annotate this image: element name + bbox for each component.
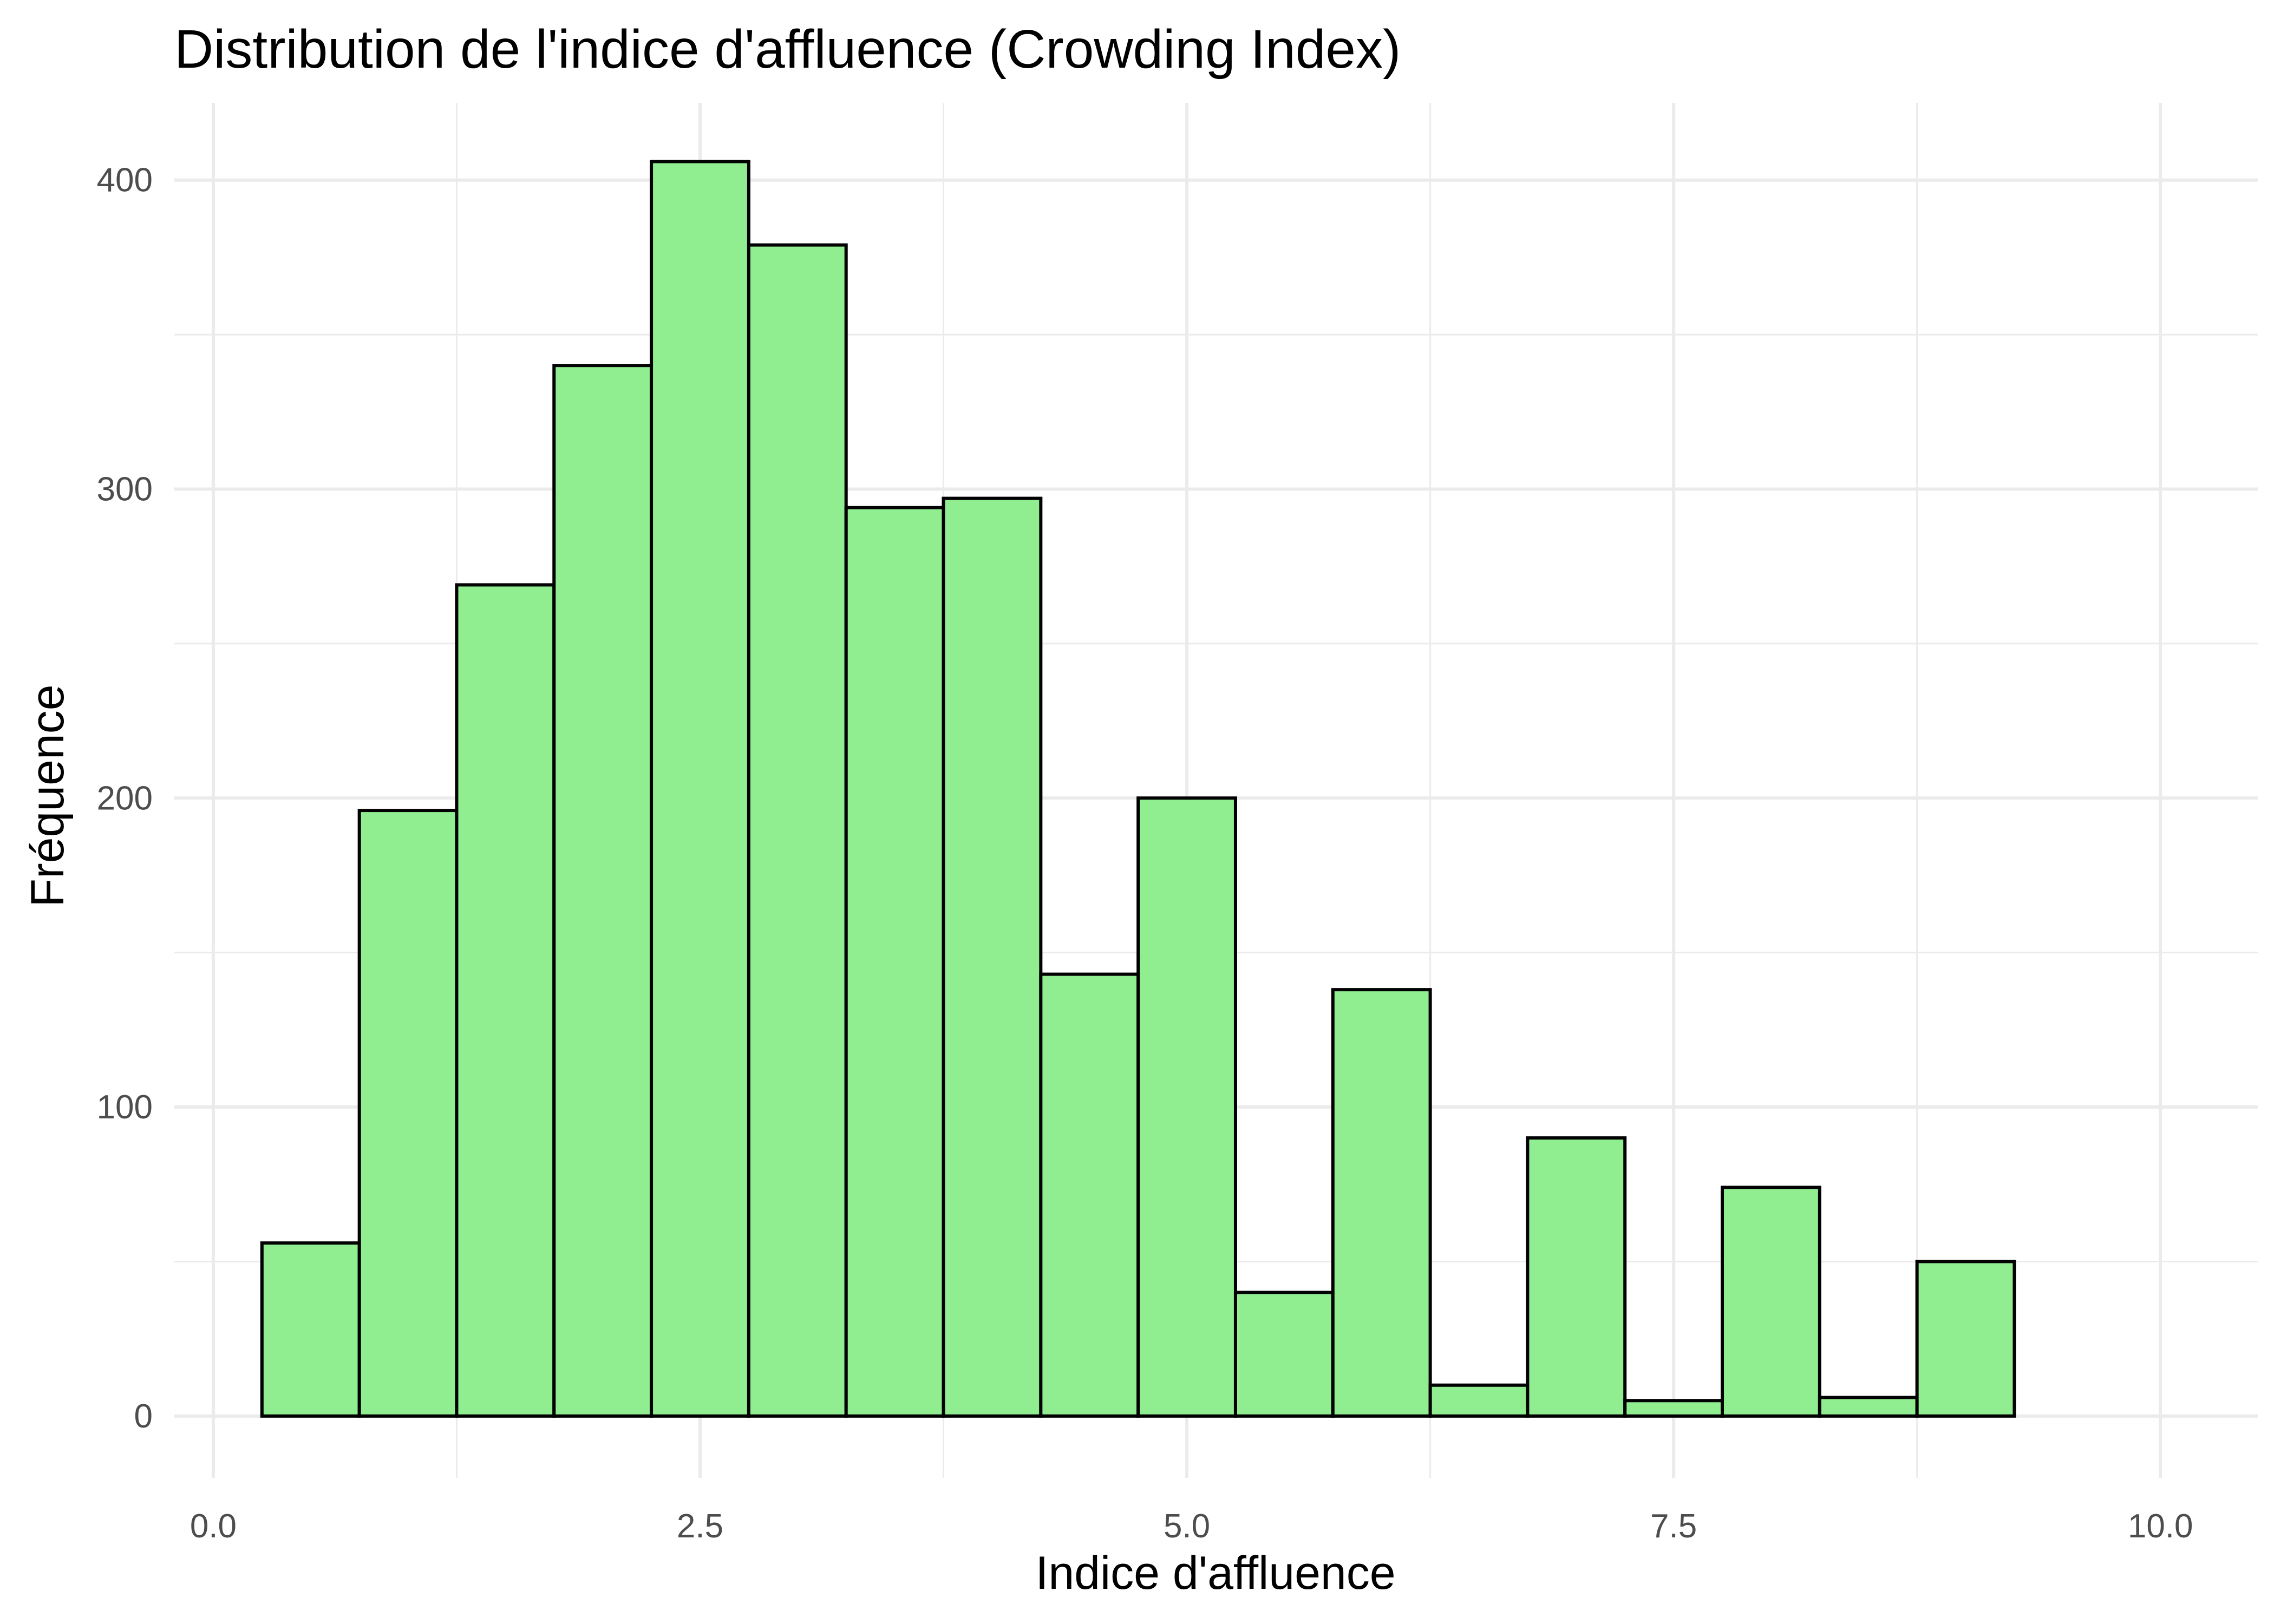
histogram-bar bbox=[844, 506, 945, 1418]
histogram-bar bbox=[455, 583, 556, 1418]
histogram-bar bbox=[1039, 972, 1140, 1418]
y-tick-label: 200 bbox=[97, 780, 153, 817]
histogram-bar bbox=[942, 496, 1043, 1418]
x-axis-tick-labels: 0.0 2.5 5.0 7.5 10.0 bbox=[190, 1508, 2193, 1545]
histogram-bar bbox=[1623, 1399, 1724, 1418]
histogram-bar bbox=[1233, 1291, 1335, 1418]
x-tick-label: 7.5 bbox=[1650, 1508, 1697, 1545]
x-tick-label: 2.5 bbox=[677, 1508, 723, 1545]
x-tick-label: 5.0 bbox=[1164, 1508, 1210, 1545]
histogram-bar bbox=[1721, 1186, 1821, 1418]
histogram-bar bbox=[357, 809, 459, 1418]
y-axis-tick-labels: 0 100 200 300 400 bbox=[97, 162, 153, 1435]
x-tick-label: 0.0 bbox=[190, 1508, 237, 1545]
x-axis-title: Indice d'affluence bbox=[1035, 1547, 1395, 1599]
chart-title: Distribution de l'indice d'affluence (Cr… bbox=[174, 19, 1401, 80]
histogram-bar bbox=[747, 243, 848, 1418]
x-tick-label: 10.0 bbox=[2128, 1508, 2193, 1545]
histogram-bar bbox=[1331, 988, 1432, 1418]
histogram-bar bbox=[1136, 796, 1237, 1418]
y-tick-label: 300 bbox=[97, 470, 153, 508]
histogram-bar bbox=[552, 364, 654, 1418]
y-tick-label: 0 bbox=[134, 1398, 153, 1435]
histogram-bar bbox=[1526, 1136, 1627, 1418]
histogram-bar bbox=[260, 1241, 361, 1418]
y-tick-label: 400 bbox=[97, 162, 153, 199]
histogram-bars bbox=[260, 160, 2016, 1418]
histogram-bar bbox=[1428, 1383, 1530, 1418]
histogram-bar bbox=[1915, 1260, 2016, 1418]
histogram-bar bbox=[650, 160, 750, 1418]
y-tick-label: 100 bbox=[97, 1089, 153, 1126]
histogram-bar bbox=[1818, 1396, 1919, 1418]
y-axis-title: Fréquence bbox=[22, 684, 74, 907]
